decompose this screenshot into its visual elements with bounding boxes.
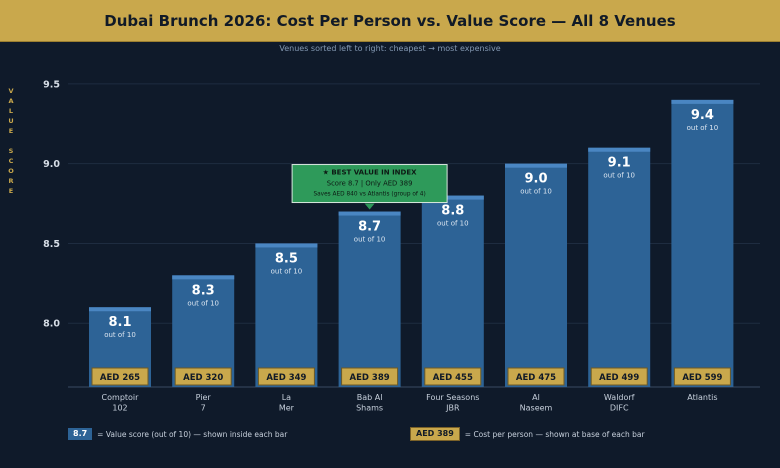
x-tick-label: Al	[532, 393, 540, 402]
bar-top-cap	[588, 147, 651, 152]
x-tick-label: Atlantis	[687, 393, 717, 402]
bar-value-label: 8.7	[358, 220, 381, 235]
cost-chip	[257, 367, 315, 386]
best-value-callout	[291, 164, 448, 204]
callout-pointer	[364, 203, 375, 210]
x-tick-label: 102	[112, 404, 127, 413]
bar-value-label: 8.1	[108, 315, 131, 330]
x-tick-label: Comptoir	[102, 393, 140, 402]
x-tick-label: La	[282, 393, 291, 402]
y-tick-label: 8.0	[43, 319, 60, 330]
cost-chip-label: AED 265	[100, 373, 140, 383]
x-tick-label: Waldorf	[604, 393, 635, 402]
callout-line2: Saves AED 840 vs Atlantis (group of 4)	[313, 192, 425, 198]
legend-cost-text: = Cost per person — shown at base of eac…	[464, 429, 645, 439]
x-tick-label: Naseem	[520, 404, 553, 413]
x-tick-label: 7	[201, 404, 206, 413]
cost-chip	[341, 367, 399, 386]
legend-value-text: = Value score (out of 10) — shown inside…	[97, 429, 288, 439]
y-tick-label: 9.0	[43, 159, 60, 170]
bar-value-label: 9.1	[608, 156, 631, 171]
bar-top-cap	[671, 99, 734, 104]
cost-chip	[174, 367, 232, 386]
bar-top-cap	[338, 211, 401, 216]
bar-value-sublabel: out of 10	[437, 220, 469, 228]
bar-value-sublabel: out of 10	[187, 299, 219, 307]
cost-chip-label: AED 349	[266, 373, 306, 383]
bar-value-label: 8.8	[441, 204, 464, 219]
bar-value-label: 8.5	[275, 251, 298, 266]
x-tick-label: JBR	[445, 404, 460, 413]
legend-value-chip: 8.7	[68, 428, 93, 440]
x-tick-label: Mer	[279, 404, 295, 413]
bar-value-sublabel: out of 10	[271, 267, 303, 275]
legend-cost-chip: AED 389	[410, 427, 460, 441]
x-tick-label: Pier	[196, 393, 212, 402]
bar-top-cap	[421, 195, 484, 200]
y-tick-label: 9.5	[43, 79, 60, 90]
cost-chip	[673, 367, 731, 386]
cost-chip-label: AED 599	[682, 373, 722, 383]
x-tick-label: Bab Al	[357, 393, 383, 402]
cost-chip-label: AED 320	[183, 373, 223, 383]
chart-subtitle: Venues sorted left to right: cheapest → …	[279, 44, 501, 53]
y-axis-label: V A L U E S C O R E	[8, 87, 14, 195]
bar-value-sublabel: out of 10	[603, 172, 635, 180]
bar-value-label: 9.4	[691, 108, 714, 123]
legend-cost: AED 389 = Cost per person — shown at bas…	[410, 427, 645, 441]
cost-chip	[91, 367, 149, 386]
cost-chip	[507, 367, 565, 386]
x-tick-label: Four Seasons	[426, 393, 479, 402]
bar-value-label: 8.3	[192, 283, 215, 298]
legend-value: 8.7 = Value score (out of 10) — shown in…	[68, 427, 287, 441]
bar-top-cap	[505, 163, 567, 168]
bar-value-sublabel: out of 10	[354, 236, 386, 244]
x-tick-label: Shams	[356, 404, 383, 413]
bar-value-sublabel: out of 10	[104, 331, 136, 339]
bar-top-cap	[172, 275, 235, 280]
bar	[338, 211, 401, 387]
bar	[505, 163, 567, 387]
title-banner: Dubai Brunch 2026: Cost Per Person vs. V…	[0, 0, 780, 42]
bar-top-cap	[89, 307, 151, 312]
y-tick-label: 8.5	[43, 239, 60, 250]
bar	[421, 195, 484, 387]
bar-top-cap	[255, 243, 318, 248]
bar	[588, 147, 651, 387]
cost-chip-label: AED 475	[516, 373, 556, 383]
bar	[255, 243, 318, 387]
callout-title: ★ BEST VALUE IN INDEX	[323, 169, 418, 177]
cost-chip-label: AED 499	[599, 373, 639, 383]
bar-value-label: 9.0	[524, 172, 547, 187]
cost-chip	[424, 367, 482, 386]
bar-value-sublabel: out of 10	[687, 124, 719, 132]
callout-line1: Score 8.7 | Only AED 389	[327, 180, 413, 188]
bar-value-sublabel: out of 10	[520, 188, 552, 196]
bar	[671, 99, 734, 387]
x-tick-label: DIFC	[610, 404, 629, 413]
cost-chip	[590, 367, 648, 386]
chart-title: Dubai Brunch 2026: Cost Per Person vs. V…	[104, 11, 676, 30]
cost-chip-label: AED 389	[350, 373, 390, 383]
cost-chip-label: AED 455	[433, 373, 473, 383]
